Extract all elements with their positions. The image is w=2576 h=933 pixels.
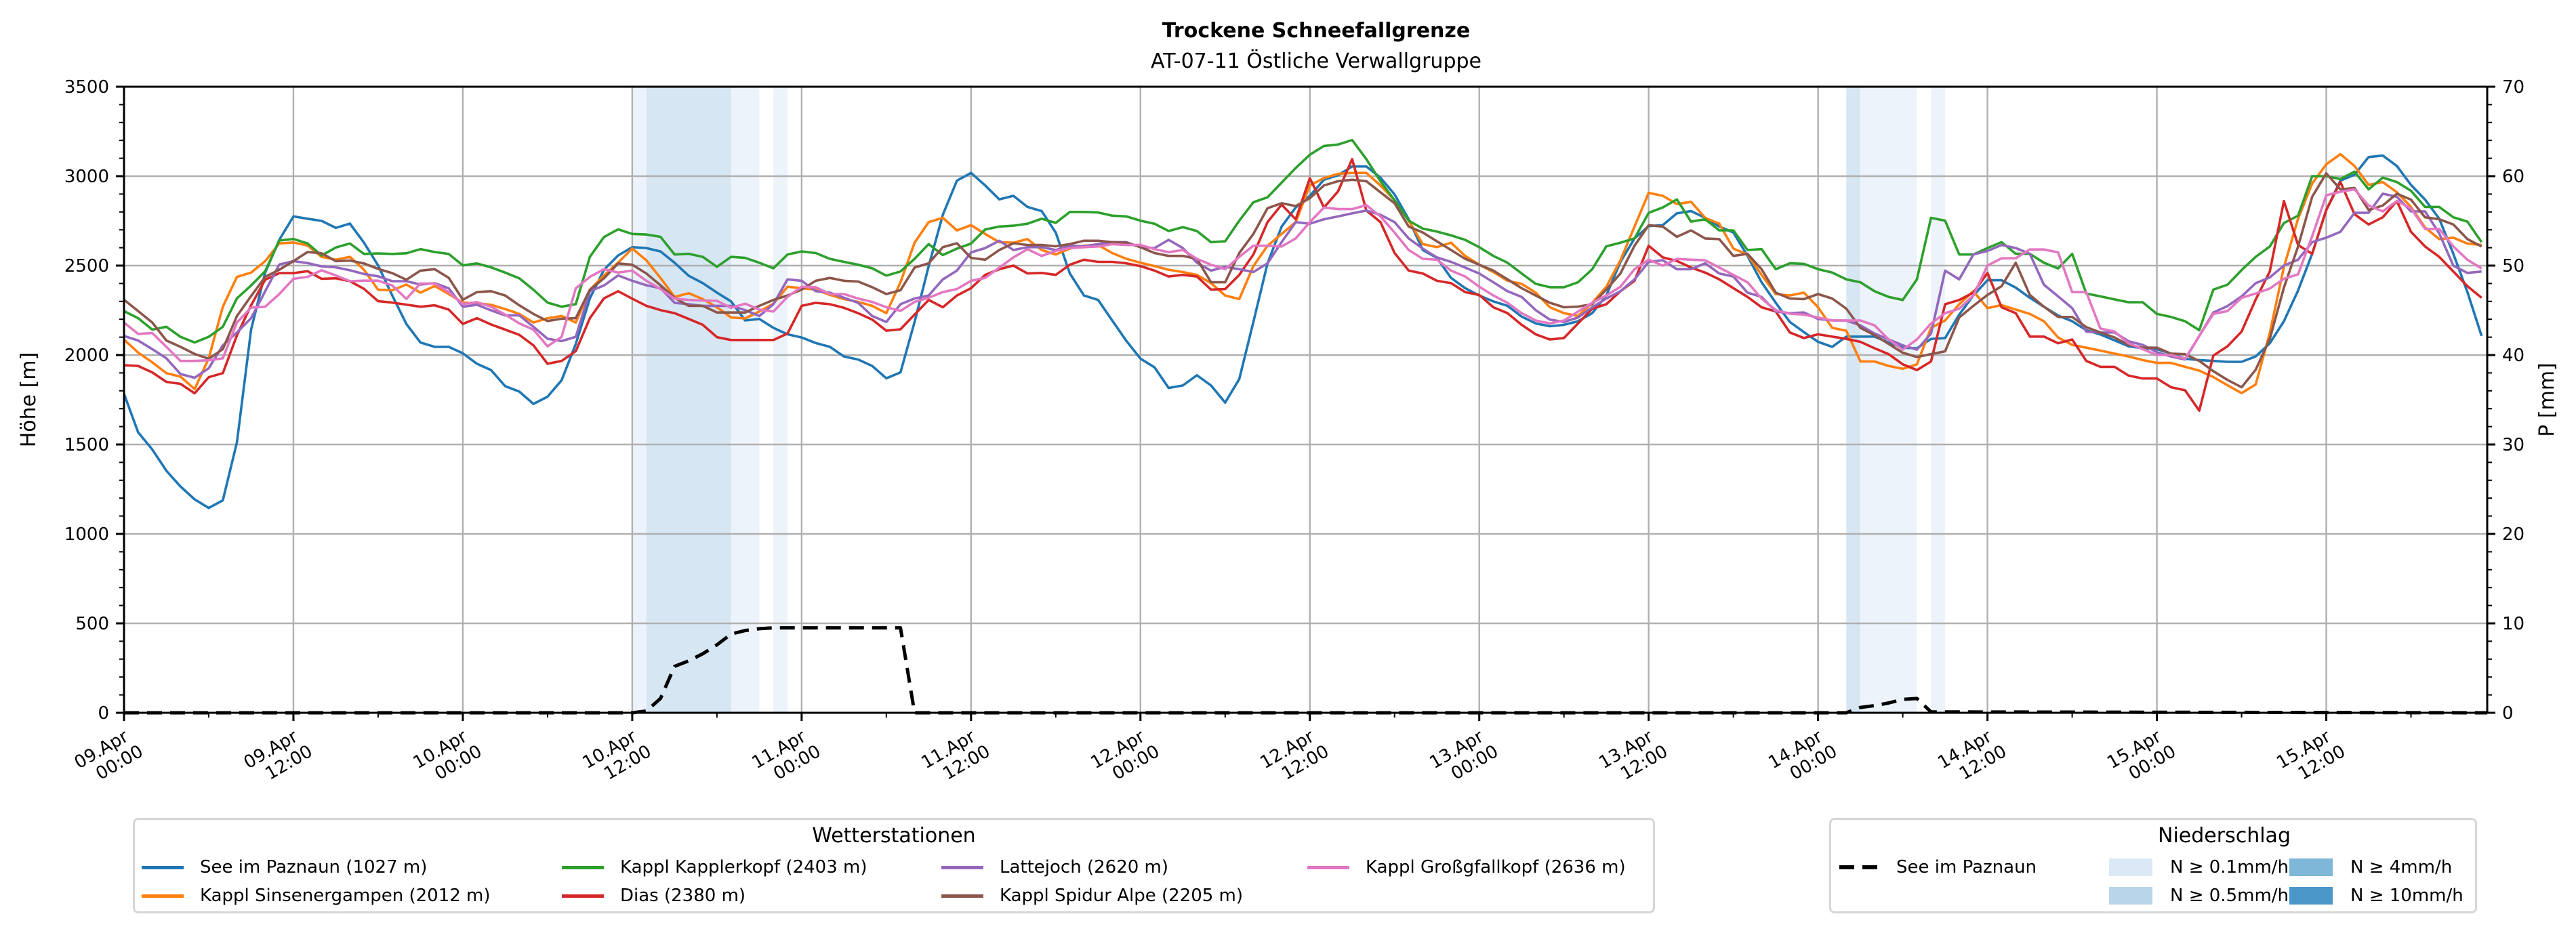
dashed-line-swatch xyxy=(1862,865,1877,869)
dashed-line-swatch xyxy=(1839,865,1854,869)
y-axis-label: Höhe [m] xyxy=(17,352,41,448)
chart-subtitle: AT-07-11 Östliche Verwallgruppe xyxy=(1151,49,1481,73)
y-tick-label: 0 xyxy=(98,703,109,724)
color-patch xyxy=(2109,887,2152,905)
legend-label: Lattejoch (2620 m) xyxy=(1000,857,1169,877)
precip-intensity-bands xyxy=(632,87,1946,713)
series-line xyxy=(123,138,2483,344)
y-right-tick-label: 40 xyxy=(2502,346,2524,366)
series-group xyxy=(123,138,2483,510)
y-right-tick-label: 60 xyxy=(2502,167,2524,187)
y-right-tick-label: 50 xyxy=(2502,256,2524,276)
line-swatch xyxy=(562,894,604,898)
legend-label: Kappl Sinsenergampen (2012 m) xyxy=(200,886,491,906)
y-right-tick-label: 10 xyxy=(2502,614,2524,634)
intensity-band xyxy=(646,87,731,713)
series-line xyxy=(123,188,2482,362)
line-swatch xyxy=(941,894,983,898)
legend-label: Kappl Großgfallkopf (2636 m) xyxy=(1366,857,1626,877)
legend-label: N ≥ 4mm/h xyxy=(2350,857,2453,877)
series-line xyxy=(123,154,2483,510)
y-tick-label: 3500 xyxy=(64,77,109,98)
y-tick-label: 3000 xyxy=(64,167,109,187)
legend-precip-title: Niederschlag xyxy=(2158,824,2291,848)
line-swatch xyxy=(142,894,184,898)
legend-precip: Niederschlag See im Paznaun N ≥ 0.1mm/h N… xyxy=(1829,818,2477,913)
legend-label: Kappl Spidur Alpe (2205 m) xyxy=(1000,886,1244,906)
line-swatch xyxy=(1307,866,1349,869)
intensity-band xyxy=(1931,87,1946,713)
y-right-tick-label: 70 xyxy=(2502,77,2524,98)
color-patch xyxy=(2109,858,2152,876)
precip-line-group xyxy=(124,626,2488,715)
legend-label: N ≥ 10mm/h xyxy=(2350,886,2463,906)
line-swatch xyxy=(562,866,604,869)
grid xyxy=(123,85,2487,714)
legend-label: Kappl Kapplerkopf (2403 m) xyxy=(620,857,867,877)
y-axis-right-label: P [mm] xyxy=(2535,362,2559,436)
intensity-band xyxy=(1846,87,1861,713)
legend-label: See im Paznaun xyxy=(1896,857,2037,877)
y-tick-label: 2500 xyxy=(64,256,109,276)
y-right-tick-label: 30 xyxy=(2502,435,2524,455)
legend-stations: Wetterstationen See im Paznaun (1027 m) K… xyxy=(133,818,1655,913)
legend-label: N ≥ 0.1mm/h xyxy=(2170,857,2289,877)
legend-label: Dias (2380 m) xyxy=(620,886,746,906)
line-swatch xyxy=(142,866,184,869)
line-swatch xyxy=(941,866,983,869)
chart-title: Trockene Schneefallgrenze xyxy=(1162,19,1470,43)
color-patch xyxy=(2289,858,2333,876)
y-tick-label: 1000 xyxy=(64,524,109,545)
y-tick-label: 1500 xyxy=(64,435,109,455)
precip-line-see-im-paznaun xyxy=(124,626,2488,715)
intensity-band xyxy=(731,87,760,713)
plot-frame xyxy=(123,85,2489,714)
axes: 0 500 1000 1500 2000 2500 3000 3500 0 10 20 30 40 50 6… xyxy=(64,77,2524,785)
legend-label: N ≥ 0.5mm/h xyxy=(2170,886,2289,906)
y-tick-label: 500 xyxy=(75,614,109,634)
intensity-band xyxy=(1860,87,1917,713)
y-right-tick-label: 0 xyxy=(2502,703,2514,724)
legend-label: See im Paznaun (1027 m) xyxy=(200,857,428,877)
y-tick-label: 2000 xyxy=(64,346,109,366)
series-line xyxy=(123,158,2482,412)
y-right-tick-label: 20 xyxy=(2502,524,2524,545)
intensity-band xyxy=(632,87,647,713)
series-line xyxy=(123,192,2482,379)
legend-stations-title: Wetterstationen xyxy=(812,824,976,848)
color-patch xyxy=(2289,887,2333,905)
intensity-band xyxy=(773,87,788,713)
series-line xyxy=(123,152,2482,395)
series-line xyxy=(123,172,2482,389)
